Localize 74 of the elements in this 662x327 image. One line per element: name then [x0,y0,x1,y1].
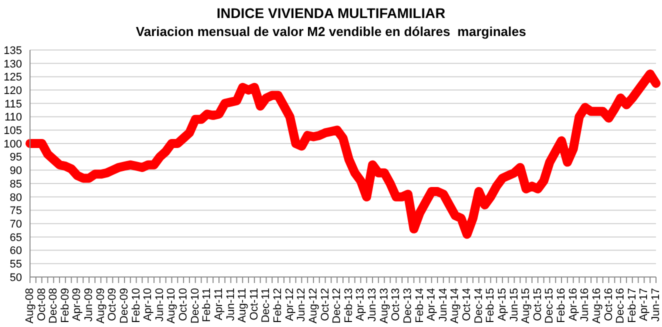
x-tick-label: Feb-17 [626,288,638,323]
x-tick-label: Dec-13 [402,288,414,324]
x-tick-label: Aug-11 [236,288,249,323]
x-tick-label: Aug-10 [166,288,178,324]
y-tick-label: 70 [10,218,22,230]
x-tick-label: Aug-09 [94,288,107,324]
x-tick-label: Dec-10 [189,288,202,324]
x-tick-label: Apr-09 [71,288,84,322]
x-tick-label: Aug-14 [449,288,462,324]
y-tick-label: 100 [4,138,22,150]
x-tick-label: Jun-15 [508,288,520,322]
y-tick-label: 105 [4,125,22,138]
x-tick-label: Oct-09 [106,288,119,322]
y-tick-label: 95 [10,152,22,164]
x-tick-label: Feb-16 [556,288,568,323]
y-tick-label: 65 [10,232,22,244]
x-tick-label: Apr-11 [212,288,225,320]
y-tick-label: 85 [10,178,22,190]
y-tick-label: 80 [10,192,22,204]
x-tick-label: Oct-11 [248,288,260,320]
x-tick-label: Apr-10 [142,288,154,322]
x-tick-label: Aug-13 [378,288,390,324]
x-tick-label: Aug-08 [24,288,36,324]
x-tick-label: Dec-14 [472,288,485,324]
x-tick-label: Oct-10 [178,288,190,322]
y-tick-label: 110 [4,112,22,124]
y-tick-label: 75 [10,205,22,218]
y-tick-label: 135 [4,44,22,57]
x-tick-label: Dec-12 [331,288,344,324]
x-tick-label: Jun-11 [224,288,237,321]
y-tick-label: 50 [10,272,22,284]
x-tick-label: Jun-17 [650,288,662,322]
x-tick-label: Apr-16 [567,288,580,322]
y-tick-label: 60 [10,245,22,258]
x-tick-label: Oct-15 [532,288,544,322]
x-tick-label: Oct-13 [390,288,402,322]
y-tick-label: 130 [4,58,22,70]
x-tick-label: Oct-08 [36,288,48,322]
x-tick-label: Feb-12 [272,288,284,323]
y-tick-label: 125 [4,72,22,84]
x-tick-label: Feb-14 [414,288,426,323]
x-tick-label: Dec-16 [614,288,627,324]
x-tick-label: Apr-13 [354,288,367,322]
x-tick-label: Aug-12 [307,288,320,324]
x-tick-label: Dec-15 [544,288,556,324]
x-tick-label: Oct-12 [319,288,332,322]
x-tick-label: Feb-10 [130,288,142,323]
x-tick-label: Jun-12 [296,288,308,322]
x-tick-label: Feb-13 [342,288,355,323]
x-tick-label: Dec-09 [118,288,130,324]
chart-title: INDICE VIVIENDA MULTIFAMILIAR [216,5,446,21]
x-tick-label: Oct-14 [461,288,474,322]
y-tick-label: 55 [10,258,22,271]
chart-subtitle: Variacion mensual de valor M2 vendible en dólares marginales [134,24,528,39]
x-tick-label: Aug-15 [520,288,532,324]
y-tick-label: 115 [4,98,22,110]
x-tick-label: Feb-15 [484,288,497,323]
x-tick-label: Jun-09 [83,288,96,322]
x-tick-label: Jun-10 [154,288,166,322]
x-tick-label: Dec-08 [48,288,60,324]
x-tick-label: Oct-16 [602,288,615,322]
x-tick-label: Jun-16 [579,288,592,322]
x-tick-label: Feb-09 [59,288,72,323]
x-tick-label: Jun-14 [437,288,450,322]
x-tick-label: Jun-13 [366,288,379,322]
x-tick-label: Apr-14 [426,288,438,322]
x-tick-label: Apr-12 [284,288,296,322]
x-tick-label: Apr-15 [496,288,508,322]
y-tick-label: 120 [4,84,22,97]
x-tick-label: Dec-11 [260,288,272,323]
x-tick-label: Aug-16 [590,288,603,324]
y-tick-label: 90 [10,165,22,178]
x-tick-label: Feb-11 [201,288,214,322]
x-tick-label: Apr-17 [638,288,650,322]
